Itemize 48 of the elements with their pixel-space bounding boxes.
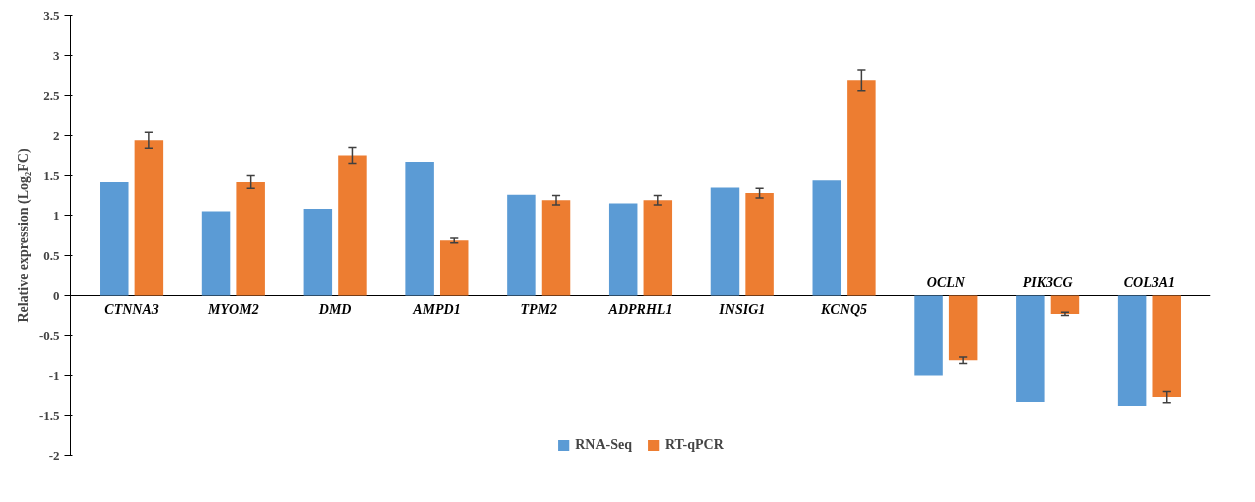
y-axis-title: Relative expression (Log₂FC): [15, 148, 32, 323]
bar: [710, 187, 740, 296]
bar: [745, 193, 774, 296]
x-tick-label: CTNNA3: [104, 301, 159, 317]
y-tick-label: 2.5: [43, 87, 60, 103]
bar: [507, 194, 536, 296]
y-tick-label: -0.5: [38, 327, 60, 343]
bar: [643, 200, 673, 296]
x-tick-label: KCNQ5: [820, 301, 868, 317]
bar: [812, 180, 842, 296]
bar: [303, 209, 333, 296]
bar: [405, 161, 434, 296]
y-tick-label: -1.5: [38, 407, 60, 423]
x-tick-label: MYOM2: [207, 301, 259, 317]
x-tick-label: DMD: [317, 301, 352, 317]
y-tick-label: -2: [48, 447, 60, 463]
bar: [914, 295, 943, 376]
bar: [1050, 295, 1080, 314]
y-tick-label: -1: [48, 367, 60, 383]
y-tick-label: 3: [53, 47, 60, 63]
bar: [201, 211, 231, 296]
bar: [134, 140, 164, 296]
y-tick-label: 1.5: [43, 167, 60, 183]
y-tick-label: 1: [53, 207, 60, 223]
bar: [608, 203, 638, 296]
x-tick-label: COL3A1: [1123, 274, 1176, 290]
bar: [847, 80, 876, 296]
bar: [236, 181, 265, 296]
bar: [338, 155, 367, 296]
x-tick-label: ADPRHL1: [607, 301, 673, 317]
bar: [1152, 295, 1181, 398]
bar: [948, 295, 978, 361]
bar: [1016, 295, 1045, 402]
bar: [439, 240, 469, 296]
y-tick-label: 0: [53, 287, 60, 303]
legend-label: RNA-Seq: [575, 437, 632, 453]
legend-label: RT-qPCR: [664, 437, 724, 453]
x-tick-label: AMPD1: [412, 301, 461, 317]
y-tick-label: 0.5: [43, 247, 60, 263]
bar: [100, 181, 129, 296]
y-tick-label: 3.5: [43, 7, 60, 23]
x-tick-label: INSIG1: [718, 301, 766, 317]
bar: [541, 200, 571, 296]
x-tick-label: OCLN: [926, 274, 966, 290]
bar: [1117, 295, 1147, 406]
y-tick-label: 2: [53, 127, 60, 143]
x-tick-label: PIK3CG: [1022, 274, 1073, 290]
x-tick-label: TPM2: [520, 301, 557, 317]
